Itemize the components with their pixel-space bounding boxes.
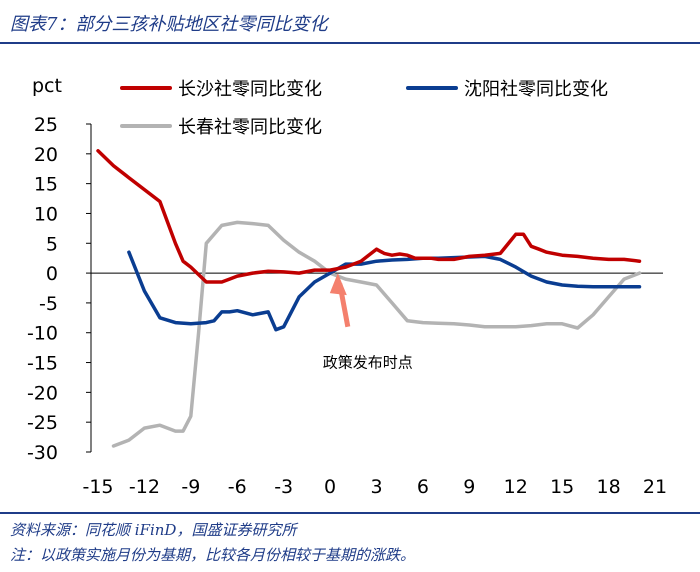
y-tick-label: 25: [34, 114, 58, 136]
x-tick-label: 9: [463, 476, 475, 498]
y-axis-label: pct: [32, 75, 62, 97]
y-tick-label: -5: [39, 293, 58, 315]
y-tick-label: 0: [46, 263, 58, 285]
x-axis-ticks: -15 -12 -9 -6 -3 0 3 6 9 12 15 18 21: [82, 476, 667, 498]
legend-label-changchun: 长春社零同比变化: [178, 117, 322, 138]
y-tick-label: 5: [46, 233, 58, 255]
annotation: 政策发布时点: [323, 273, 413, 372]
series-line-shenyang: [127, 250, 642, 332]
x-tick-label: -3: [274, 476, 293, 498]
y-tick-label: -15: [27, 353, 58, 375]
x-tick-label: -15: [82, 476, 113, 498]
series-line-changchun: [111, 220, 642, 448]
x-tick-label: -12: [129, 476, 160, 498]
y-tick-label: 15: [34, 174, 58, 196]
y-tick-label: 10: [34, 203, 58, 225]
y-tick-label: 20: [34, 144, 58, 166]
series-lines: [96, 149, 642, 448]
x-tick-label: 3: [370, 476, 382, 498]
y-tick-label: -25: [27, 412, 58, 434]
x-tick-label: 21: [643, 476, 667, 498]
y-tick-label: -10: [27, 323, 58, 345]
series-line-changsha: [96, 149, 642, 284]
y-axis-ticks: 25 20 15 10 5 0 -5 -10 -15 -20 -25 -30: [27, 114, 91, 464]
x-tick-label: 15: [550, 476, 574, 498]
y-tick-label: -20: [27, 382, 58, 404]
footnote: 注：以政策实施月份为基期，比较各月份相较于基期的涨跌。: [10, 546, 416, 564]
x-tick-label: 18: [596, 476, 620, 498]
footer-divider: [0, 512, 700, 514]
legend-label-shenyang: 沈阳社零同比变化: [464, 79, 608, 100]
y-tick-label: -30: [27, 442, 58, 464]
title-divider: [0, 42, 700, 44]
x-tick-label: 6: [417, 476, 429, 498]
x-tick-label: 0: [324, 476, 336, 498]
x-tick-label: 12: [504, 476, 528, 498]
annotation-label: 政策发布时点: [323, 354, 413, 372]
x-tick-label: -6: [228, 476, 247, 498]
source-note: 资料来源：同花顺 iFinD，国盛证券研究所: [10, 521, 297, 539]
legend-label-changsha: 长沙社零同比变化: [178, 79, 322, 100]
annotation-arrow-head: [329, 273, 347, 296]
figure-title: 图表7：部分三孩补贴地区社零同比变化: [10, 14, 328, 35]
x-tick-label: -9: [181, 476, 200, 498]
